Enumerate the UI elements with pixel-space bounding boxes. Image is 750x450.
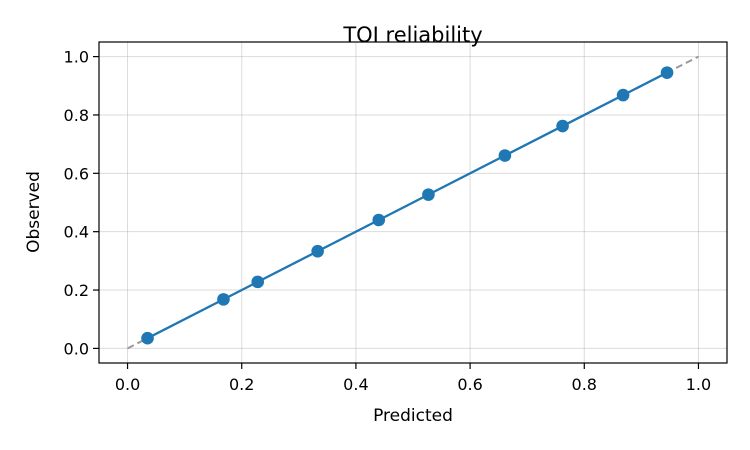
data-point	[422, 188, 435, 201]
y-tick-label: 0.8	[64, 106, 89, 125]
data-point	[251, 275, 265, 289]
data-point	[556, 119, 569, 133]
x-tick-label: 0.2	[229, 375, 254, 394]
x-tick-label: 0.4	[343, 375, 368, 394]
y-tick-label: 1.0	[64, 48, 89, 67]
plot-frame	[98, 41, 728, 364]
data-point	[660, 66, 674, 79]
x-axis-label: Predicted	[373, 406, 453, 426]
data-point	[311, 244, 324, 258]
chart-title: TOI reliability	[342, 23, 482, 47]
x-tick-label: 0.0	[115, 375, 140, 394]
x-tick-label: 1.0	[686, 375, 711, 394]
series-line	[147, 71, 668, 340]
y-tick-label: 0.4	[64, 223, 89, 242]
y-axis-label: Observed	[24, 171, 44, 253]
series-layer	[141, 66, 674, 345]
y-tick-label: 0.0	[64, 339, 89, 358]
data-point	[616, 88, 630, 102]
x-tick-label: 0.6	[457, 375, 482, 394]
x-tick-label: 0.8	[572, 375, 597, 394]
grid	[99, 42, 727, 363]
data-point	[372, 213, 386, 227]
y-tick-label: 0.6	[64, 164, 89, 183]
x-axis-ticks: 0.0 0.2 0.4 0.6 0.8 1.0	[115, 363, 711, 394]
data-point	[141, 331, 154, 345]
y-tick-label: 0.2	[64, 281, 89, 300]
data-point	[498, 149, 512, 162]
data-point	[217, 293, 230, 306]
y-axis-ticks: 0.0 0.2 0.4 0.6 0.8 1.0	[64, 48, 99, 358]
